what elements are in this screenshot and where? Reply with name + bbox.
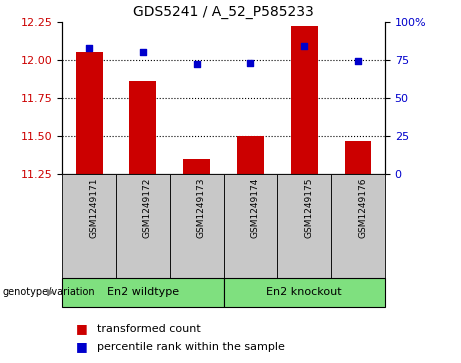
Text: ▶: ▶	[47, 287, 54, 297]
Text: transformed count: transformed count	[97, 323, 201, 334]
Bar	[62, 174, 116, 278]
Bar	[130, 81, 156, 174]
Text: GSM1249171: GSM1249171	[89, 178, 98, 238]
Point	[247, 60, 254, 66]
Text: GSM1249175: GSM1249175	[304, 178, 313, 238]
Bar	[76, 52, 102, 174]
Bar	[291, 26, 318, 174]
Bar	[62, 278, 224, 307]
Bar	[344, 141, 372, 174]
Point	[139, 49, 147, 55]
Text: percentile rank within the sample: percentile rank within the sample	[97, 342, 285, 352]
Point	[355, 58, 362, 64]
Text: En2 wildtype: En2 wildtype	[107, 287, 179, 297]
Text: GSM1249172: GSM1249172	[143, 178, 152, 238]
Point	[193, 62, 201, 68]
Text: GSM1249176: GSM1249176	[358, 178, 367, 238]
Bar	[183, 159, 210, 174]
Text: GSM1249173: GSM1249173	[197, 178, 206, 238]
Point	[85, 45, 93, 50]
Bar	[331, 174, 385, 278]
Text: ■: ■	[76, 322, 88, 335]
Bar	[278, 174, 331, 278]
Bar	[237, 136, 264, 174]
Bar	[116, 174, 170, 278]
Title: GDS5241 / A_52_P585233: GDS5241 / A_52_P585233	[133, 5, 314, 19]
Point	[301, 43, 308, 49]
Bar	[224, 174, 278, 278]
Text: GSM1249174: GSM1249174	[250, 178, 260, 238]
Bar	[224, 278, 385, 307]
Text: genotype/variation: genotype/variation	[2, 287, 95, 297]
Text: En2 knockout: En2 knockout	[266, 287, 342, 297]
Text: ■: ■	[76, 340, 88, 353]
Bar	[170, 174, 224, 278]
